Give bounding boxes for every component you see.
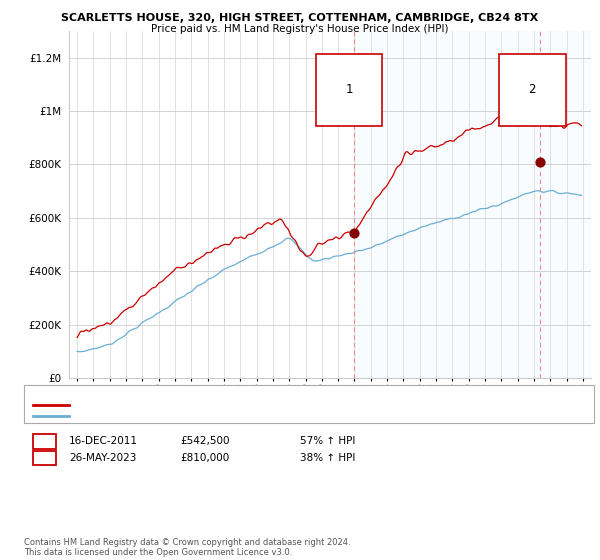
- Text: £542,500: £542,500: [180, 436, 229, 446]
- Text: Price paid vs. HM Land Registry's House Price Index (HPI): Price paid vs. HM Land Registry's House …: [151, 24, 449, 34]
- Point: [536, 157, 545, 166]
- Text: 16-DEC-2011: 16-DEC-2011: [69, 436, 138, 446]
- Text: SCARLETTS HOUSE, 320, HIGH STREET, COTTENHAM, CAMBRIDGE, CB24 8TX (detached: SCARLETTS HOUSE, 320, HIGH STREET, COTTE…: [72, 401, 488, 410]
- Text: HPI: Average price, detached house, South Cambridgeshire: HPI: Average price, detached house, Sout…: [72, 411, 354, 420]
- Text: SCARLETTS HOUSE, 320, HIGH STREET, COTTENHAM, CAMBRIDGE, CB24 8TX: SCARLETTS HOUSE, 320, HIGH STREET, COTTE…: [61, 13, 539, 23]
- Text: 26-MAY-2023: 26-MAY-2023: [69, 453, 136, 463]
- Text: 2: 2: [41, 453, 48, 463]
- Text: 1: 1: [41, 436, 48, 446]
- Text: £810,000: £810,000: [180, 453, 229, 463]
- Text: Contains HM Land Registry data © Crown copyright and database right 2024.
This d: Contains HM Land Registry data © Crown c…: [24, 538, 350, 557]
- Text: 57% ↑ HPI: 57% ↑ HPI: [300, 436, 355, 446]
- Point: [349, 228, 359, 237]
- Text: 38% ↑ HPI: 38% ↑ HPI: [300, 453, 355, 463]
- Text: 2: 2: [529, 83, 536, 96]
- Text: 1: 1: [345, 83, 353, 96]
- Bar: [354, 31, 591, 378]
